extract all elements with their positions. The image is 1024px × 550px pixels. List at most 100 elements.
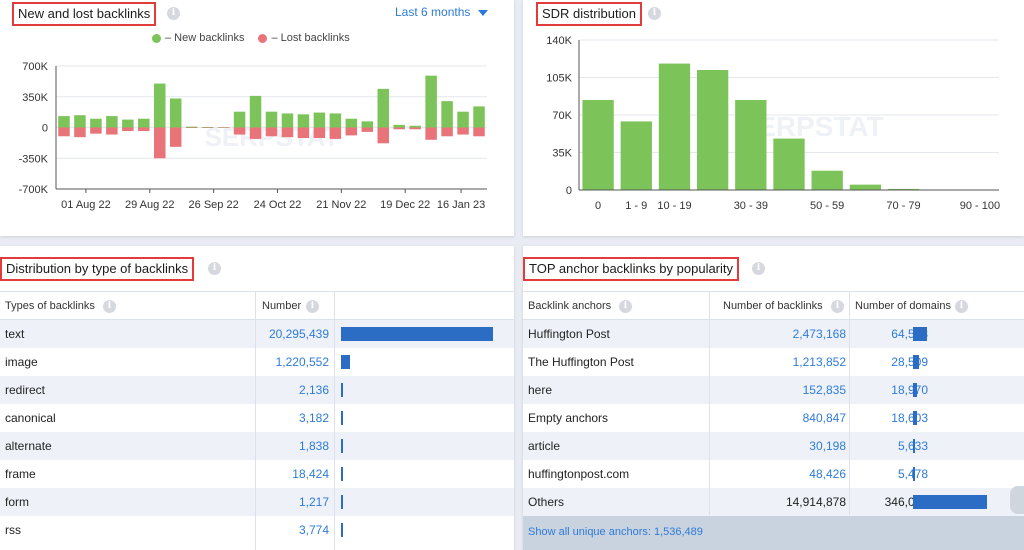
new-bar (457, 111, 469, 128)
new-bar (106, 116, 118, 128)
legend-item-lost[interactable]: – Lost backlinks (258, 32, 350, 44)
number-cell[interactable]: 1,217 (298, 495, 329, 509)
backlinks-cell[interactable]: 14,914,878 (785, 495, 846, 509)
domains-cell[interactable]: 28,509 (891, 355, 928, 369)
table-row[interactable]: text 20,295,439 (0, 320, 514, 348)
lost-bar (74, 127, 86, 138)
show-all-anchors-link[interactable]: Show all unique anchors: 1,536,489 (528, 526, 703, 538)
info-icon[interactable] (103, 300, 116, 313)
table-row[interactable]: frame 18,424 (0, 460, 514, 488)
backlinks-cell[interactable]: 152,835 (802, 383, 846, 397)
legend-new-label: – New backlinks (165, 32, 245, 44)
new-bar (281, 113, 294, 128)
domains-cell[interactable]: 18,970 (891, 383, 928, 397)
x-tick-label: 90 - 100 (960, 200, 1000, 212)
y-tick-label: 350K (22, 92, 48, 104)
anchor-cell: article (528, 439, 561, 453)
lost-bar (90, 127, 102, 134)
sdr-bar (620, 121, 652, 190)
number-cell[interactable]: 3,182 (298, 411, 329, 425)
new-bar (377, 88, 389, 128)
lost-bar (377, 127, 389, 144)
number-cell[interactable]: 2,136 (298, 383, 329, 397)
table-row[interactable]: rss 3,774 (0, 516, 514, 544)
info-icon[interactable] (167, 7, 180, 20)
table-row[interactable]: Others 14,914,878 346,084 (523, 488, 1024, 516)
info-icon[interactable] (831, 300, 844, 313)
new-bar (441, 101, 453, 128)
info-icon[interactable] (208, 262, 221, 275)
backlinks-cell[interactable]: 2,473,168 (792, 327, 846, 341)
table-row[interactable]: article 30,198 5,633 (523, 432, 1024, 460)
number-cell[interactable]: 18,424 (292, 467, 329, 481)
col-types-header[interactable]: Types of backlinks (5, 300, 95, 312)
table-row[interactable]: redirect 2,136 (0, 376, 514, 404)
dist-title: Distribution by type of backlinks (0, 257, 195, 281)
backlinks-cell[interactable]: 1,213,852 (792, 355, 846, 369)
table-row[interactable]: here 152,835 18,970 (523, 376, 1024, 404)
col-number-header[interactable]: Number (262, 300, 302, 312)
new-lost-title: New and lost backlinks (12, 2, 157, 26)
y-tick-label: 700K (22, 61, 48, 73)
divider (255, 291, 256, 550)
period-dropdown[interactable]: Last 6 months (395, 5, 489, 19)
anchor-cell: Others (528, 495, 565, 509)
lost-bar (313, 127, 326, 139)
lost-bar (265, 127, 278, 137)
y-tick-label: 0 (566, 185, 572, 197)
lost-bar (58, 127, 70, 137)
domains-cell[interactable]: 18,603 (891, 411, 928, 425)
type-cell: alternate (5, 439, 52, 453)
domains-bar (913, 411, 917, 425)
new-bar (425, 75, 437, 128)
new-dot-icon (152, 33, 161, 43)
table-row[interactable]: huffingtonpost.com 48,426 5,478 (523, 460, 1024, 488)
number-cell[interactable]: 3,774 (298, 523, 329, 537)
lost-bar (345, 127, 358, 136)
new-bar (217, 127, 230, 128)
x-tick-label: 29 Aug 22 (125, 199, 175, 211)
table-row[interactable]: Huffington Post 2,473,168 64,538 (523, 320, 1024, 348)
new-bar (329, 113, 342, 128)
new-bar (473, 106, 485, 128)
col-backlinks-header[interactable]: Number of backlinks (723, 300, 823, 312)
lost-bar (233, 127, 246, 135)
table-row[interactable]: Empty anchors 840,847 18,603 (523, 404, 1024, 432)
legend-item-new[interactable]: – New backlinks (152, 32, 244, 44)
info-icon[interactable] (648, 7, 661, 20)
info-icon[interactable] (619, 300, 632, 313)
lost-bar (201, 127, 214, 128)
y-tick-label: 70K (552, 110, 572, 122)
col-anchor-header[interactable]: Backlink anchors (528, 300, 612, 312)
table-row[interactable]: form 1,217 (0, 488, 514, 516)
backlinks-cell[interactable]: 840,847 (802, 411, 846, 425)
new-bar (74, 115, 86, 128)
col-domains-header[interactable]: Number of domains (855, 300, 951, 312)
number-cell[interactable]: 1,838 (298, 439, 329, 453)
dist-header: Types of backlinks Number (0, 291, 514, 320)
new-bar (169, 98, 182, 128)
number-cell[interactable]: 1,220,552 (275, 355, 329, 369)
table-row[interactable]: alternate 1,838 (0, 432, 514, 460)
scroll-handle[interactable] (1010, 486, 1024, 514)
lost-bar (217, 127, 230, 128)
table-row[interactable]: canonical 3,182 (0, 404, 514, 432)
table-row[interactable]: image 1,220,552 (0, 348, 514, 376)
backlinks-cell[interactable]: 30,198 (809, 439, 846, 453)
info-icon[interactable] (752, 262, 765, 275)
domains-cell[interactable]: 5,633 (898, 432, 928, 460)
new-bar (201, 127, 214, 128)
anchor-cell: huffingtonpost.com (528, 467, 630, 481)
new-bar (58, 116, 70, 128)
table-row[interactable]: The Huffington Post 1,213,852 28,509 (523, 348, 1024, 376)
x-tick-label: 16 Jan 23 (437, 199, 485, 211)
number-cell[interactable]: 20,295,439 (268, 327, 329, 341)
info-icon[interactable] (306, 300, 319, 313)
domains-cell[interactable]: 5,478 (898, 460, 928, 488)
backlinks-cell[interactable]: 48,426 (809, 467, 846, 481)
anchor-cell: Huffington Post (528, 327, 610, 341)
number-bar (341, 327, 493, 341)
new-lost-legend: – New backlinks – Lost backlinks (152, 32, 350, 44)
info-icon[interactable] (955, 300, 968, 313)
sdr-bar (735, 100, 767, 190)
